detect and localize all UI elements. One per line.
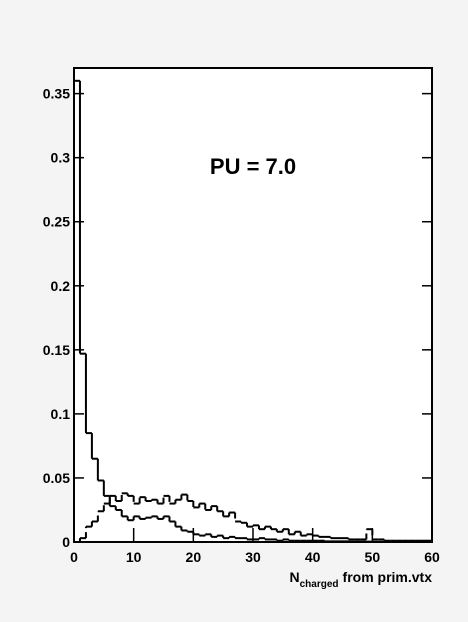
x-tick-label: 50 [365, 549, 381, 565]
plot-frame [73, 67, 433, 543]
x-tick-label: 60 [424, 549, 440, 565]
x-tick-label: 0 [70, 549, 78, 565]
y-tick-label: 0.25 [43, 214, 70, 230]
x-tick-label: 40 [305, 549, 321, 565]
x-axis-label: Ncharged from prim.vtx [290, 569, 433, 590]
y-tick-label: 0.05 [43, 470, 70, 486]
x-label-subscript: charged [300, 579, 339, 590]
y-tick-label: 0.3 [51, 150, 71, 166]
x-tick-label: 30 [245, 549, 261, 565]
y-tick-label: 0.35 [43, 86, 70, 102]
x-tick-label: 20 [186, 549, 202, 565]
y-tick-label: 0.1 [51, 406, 71, 422]
annotation: PU = 7.0 [210, 154, 296, 179]
x-label-rest: from prim.vtx [343, 569, 433, 585]
y-tick-label: 0.15 [43, 342, 70, 358]
x-tick-label: 10 [126, 549, 142, 565]
y-tick-label: 0.2 [51, 278, 71, 294]
x-label-main: N [290, 569, 300, 585]
y-tick-label: 0 [62, 534, 70, 550]
